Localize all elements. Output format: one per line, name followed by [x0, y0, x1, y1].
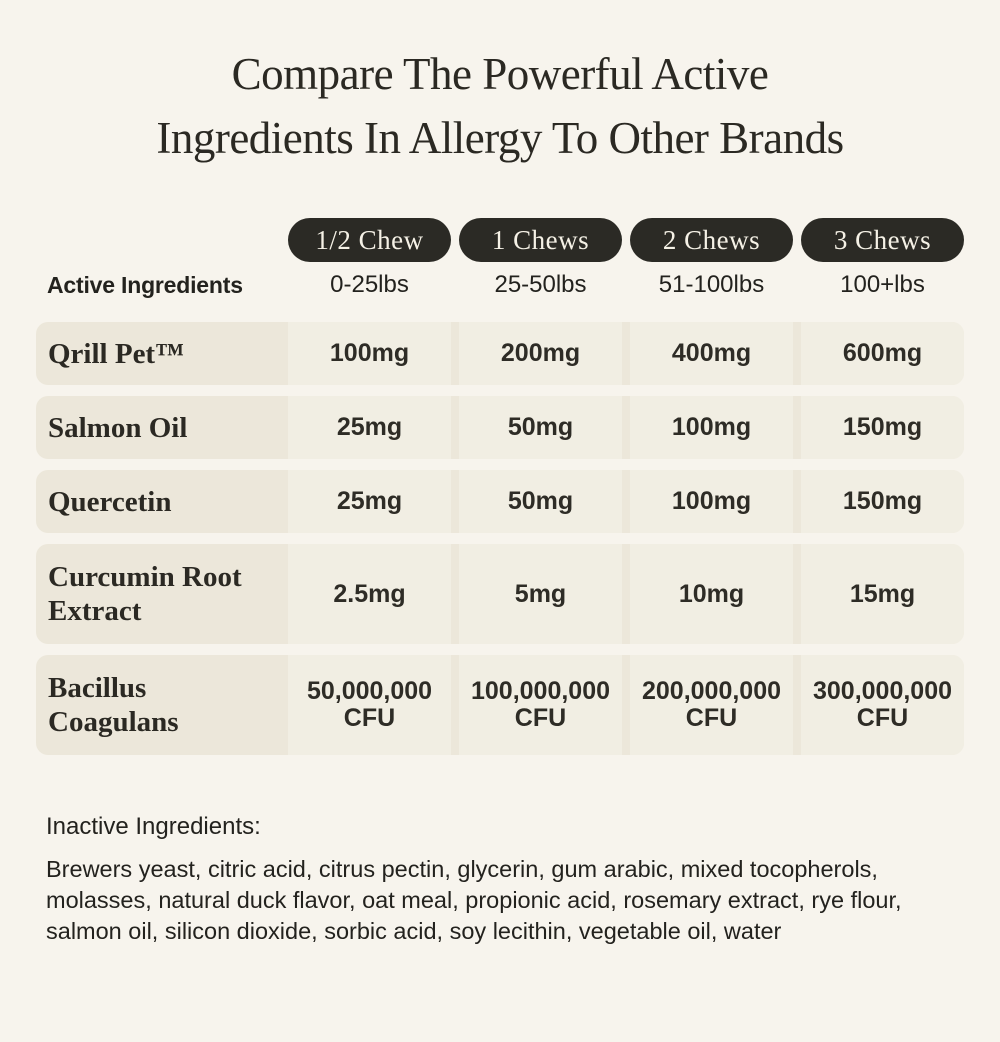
- dosage-value: 600mg: [801, 322, 964, 385]
- dosage-value: 25mg: [288, 396, 451, 459]
- dosage-value: 10mg: [630, 544, 793, 644]
- dosage-value: 100mg: [630, 396, 793, 459]
- weight-range-label: 51-100lbs: [658, 271, 765, 298]
- comparison-infographic: Compare The Powerful Active Ingredients …: [0, 42, 1000, 1042]
- ingredient-name: Quercetin: [48, 485, 172, 518]
- dosage-value: 150mg: [801, 470, 964, 533]
- chew-count-pill: 1 Chews: [459, 218, 622, 262]
- dosage-value: 150mg: [801, 396, 964, 459]
- dosage-value: 25mg: [288, 470, 451, 533]
- page-title: Compare The Powerful Active Ingredients …: [0, 42, 1000, 170]
- dosage-value: 200mg: [459, 322, 622, 385]
- dosage-value: 100mg: [288, 322, 451, 385]
- inactive-ingredients-text: Brewers yeast, citric acid, citrus pecti…: [46, 856, 902, 944]
- ingredient-name: Curcumin Root Extract: [48, 561, 242, 627]
- dosage-value: 5mg: [459, 544, 622, 644]
- weight-range-label: 0-25lbs: [330, 271, 409, 298]
- table-row: Curcumin Root Extract 2.5mg 5mg 10mg 15mg: [36, 544, 964, 644]
- ingredient-name: Qrill Pet™: [48, 337, 185, 370]
- table-row: Quercetin 25mg 50mg 100mg 150mg: [36, 470, 964, 533]
- dosage-value: 2.5mg: [288, 544, 451, 644]
- chew-count-pill: 2 Chews: [630, 218, 793, 262]
- chew-pill-row: 1/2 Chew 1 Chews 2 Chews 3 Chews: [36, 218, 964, 262]
- page-title-line2: Ingredients In Allergy To Other Brands: [156, 113, 844, 163]
- dosage-value: 50,000,000 CFU: [288, 655, 451, 755]
- table-row: Bacillus Coagulans 50,000,000 CFU 100,000…: [36, 655, 964, 755]
- table-header: 1/2 Chew 1 Chews 2 Chews 3 Chews Active Ing…: [36, 218, 964, 299]
- dosage-value: 100,000,000 CFU: [459, 655, 622, 755]
- dosage-value: 400mg: [630, 322, 793, 385]
- chew-count-pill: 3 Chews: [801, 218, 964, 262]
- dosage-value: 50mg: [459, 470, 622, 533]
- ingredient-name: Bacillus Coagulans: [48, 672, 179, 738]
- weight-label-row: Active Ingredients 0-25lbs 25-50lbs 51-100…: [36, 271, 964, 299]
- dosage-value: 50mg: [459, 396, 622, 459]
- dosage-value: 100mg: [630, 470, 793, 533]
- inactive-ingredients-section: Inactive Ingredients: Brewers yeast, cit…: [46, 813, 960, 947]
- active-ingredients-label: Active Ingredients: [47, 272, 243, 298]
- weight-range-label: 100+lbs: [840, 271, 925, 298]
- table-row: Qrill Pet™ 100mg 200mg 400mg 600mg: [36, 322, 964, 385]
- dosage-value: 200,000,000 CFU: [630, 655, 793, 755]
- weight-range-label: 25-50lbs: [494, 271, 587, 298]
- table-row: Salmon Oil 25mg 50mg 100mg 150mg: [36, 396, 964, 459]
- ingredient-name: Salmon Oil: [48, 411, 188, 444]
- chew-count-pill: 1/2 Chew: [288, 218, 451, 262]
- dosage-value: 15mg: [801, 544, 964, 644]
- inactive-ingredients-heading: Inactive Ingredients:: [46, 813, 261, 840]
- dosage-value: 300,000,000 CFU: [801, 655, 964, 755]
- pill-row-spacer: [36, 218, 280, 262]
- ingredients-table: Qrill Pet™ 100mg 200mg 400mg 600mg Salmon O…: [36, 322, 964, 755]
- page-title-line1: Compare The Powerful Active: [231, 49, 769, 99]
